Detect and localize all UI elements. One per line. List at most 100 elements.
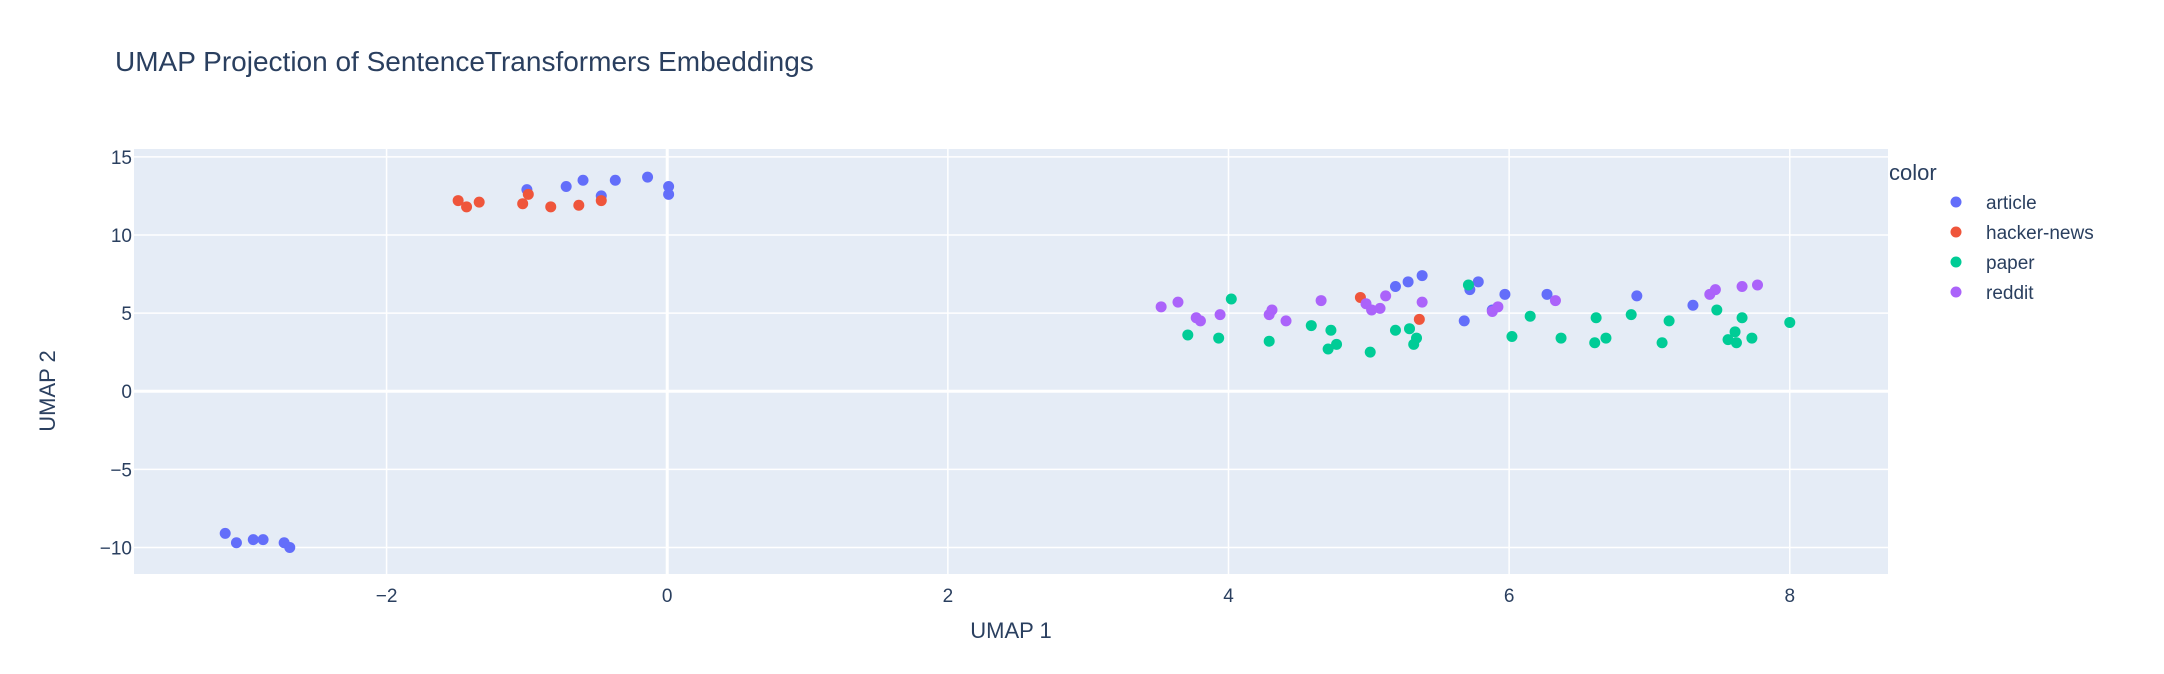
data-point[interactable] — [1730, 337, 1742, 349]
data-point[interactable] — [1389, 324, 1401, 336]
data-point[interactable] — [573, 199, 585, 211]
legend-item-reddit[interactable]: reddit — [1986, 283, 2034, 304]
data-point[interactable] — [1631, 290, 1643, 302]
data-point[interactable] — [219, 527, 231, 539]
x-axis-title: UMAP 1 — [970, 618, 1052, 643]
data-point[interactable] — [1214, 309, 1226, 321]
data-point[interactable] — [1555, 332, 1567, 344]
data-point[interactable] — [1416, 270, 1428, 282]
data-point[interactable] — [230, 537, 242, 549]
data-point[interactable] — [545, 201, 557, 213]
data-points — [219, 171, 1796, 553]
data-point[interactable] — [257, 534, 269, 546]
x-tick-label: 0 — [662, 586, 673, 607]
data-point[interactable] — [1549, 295, 1561, 307]
data-point[interactable] — [1736, 312, 1748, 324]
data-point[interactable] — [1416, 296, 1428, 308]
data-point[interactable] — [1784, 316, 1796, 328]
data-point[interactable] — [1709, 284, 1721, 296]
series-reddit — [1155, 279, 1764, 327]
data-point[interactable] — [1182, 329, 1194, 341]
y-axis-title: UMAP 2 — [35, 350, 60, 432]
legend-item-paper[interactable]: paper — [1986, 253, 2035, 274]
data-point[interactable] — [517, 198, 529, 210]
data-point[interactable] — [1155, 301, 1167, 313]
data-point[interactable] — [1499, 288, 1511, 300]
y-tick-label: 5 — [121, 304, 132, 325]
data-point[interactable] — [1462, 279, 1474, 291]
y-tick-label: −5 — [110, 460, 132, 481]
plot-area — [134, 149, 1888, 574]
data-point[interactable] — [284, 541, 296, 553]
data-point[interactable] — [1366, 304, 1378, 316]
data-point[interactable] — [1656, 337, 1668, 349]
data-point[interactable] — [1315, 295, 1327, 307]
data-point[interactable] — [577, 174, 589, 186]
series-paper — [1182, 279, 1796, 358]
data-point[interactable] — [1172, 296, 1184, 308]
x-tick-label: 8 — [1784, 586, 1795, 607]
data-point[interactable] — [663, 188, 675, 200]
data-point[interactable] — [1736, 281, 1748, 292]
data-point[interactable] — [663, 181, 675, 192]
data-point[interactable] — [1305, 320, 1317, 332]
chart-title: UMAP Projection of SentenceTransformers … — [115, 46, 814, 77]
data-point[interactable] — [1492, 301, 1504, 313]
data-point[interactable] — [1263, 335, 1275, 347]
legend-marker — [1950, 196, 1962, 208]
data-point[interactable] — [1472, 276, 1484, 288]
data-point[interactable] — [1402, 276, 1414, 288]
data-point[interactable] — [1380, 290, 1392, 302]
data-point[interactable] — [1404, 323, 1416, 335]
data-point[interactable] — [1458, 315, 1470, 327]
data-point[interactable] — [522, 188, 534, 200]
legend-marker — [1950, 256, 1962, 268]
data-point[interactable] — [609, 174, 621, 186]
data-point[interactable] — [1752, 279, 1764, 291]
y-tick-label: 10 — [111, 226, 132, 247]
data-point[interactable] — [1687, 299, 1699, 311]
data-point[interactable] — [1280, 315, 1292, 327]
data-point[interactable] — [1194, 315, 1206, 327]
data-point[interactable] — [642, 171, 654, 183]
legend: color article hacker-news paper reddit — [1889, 160, 2094, 304]
data-point[interactable] — [1541, 288, 1553, 300]
data-point[interactable] — [1374, 302, 1386, 314]
data-point[interactable] — [1389, 281, 1401, 292]
data-point[interactable] — [1625, 309, 1637, 321]
legend-item-hacker-news[interactable]: hacker-news — [1986, 223, 2094, 244]
data-point[interactable] — [1722, 334, 1734, 346]
legend-item-article[interactable]: article — [1986, 193, 2037, 214]
data-point[interactable] — [560, 181, 572, 192]
data-point[interactable] — [1225, 293, 1237, 305]
data-point[interactable] — [1322, 343, 1334, 355]
data-point[interactable] — [1364, 346, 1376, 358]
data-point[interactable] — [1266, 304, 1278, 316]
data-point[interactable] — [461, 201, 473, 213]
data-point[interactable] — [1331, 338, 1343, 350]
data-point[interactable] — [1589, 337, 1601, 349]
data-point[interactable] — [473, 196, 485, 208]
data-point[interactable] — [1711, 304, 1723, 316]
data-point[interactable] — [595, 195, 607, 207]
data-point[interactable] — [1213, 332, 1225, 344]
data-point[interactable] — [247, 534, 259, 546]
legend-title: color — [1889, 160, 1937, 185]
y-tick-label: 15 — [111, 148, 132, 169]
data-point[interactable] — [1729, 326, 1741, 338]
data-point[interactable] — [1524, 310, 1536, 322]
data-point[interactable] — [452, 195, 464, 207]
data-point[interactable] — [1411, 332, 1423, 344]
y-tick-label: −10 — [100, 538, 132, 559]
x-tick-label: 2 — [943, 586, 954, 607]
data-point[interactable] — [1663, 315, 1675, 327]
data-point[interactable] — [1600, 332, 1612, 344]
data-point[interactable] — [1746, 332, 1758, 344]
data-point[interactable] — [1506, 331, 1518, 342]
data-point[interactable] — [1590, 312, 1602, 324]
x-tick-label: 4 — [1223, 586, 1234, 607]
data-point[interactable] — [1413, 313, 1425, 325]
y-tick-label: 0 — [121, 382, 132, 403]
data-point[interactable] — [1325, 324, 1337, 336]
